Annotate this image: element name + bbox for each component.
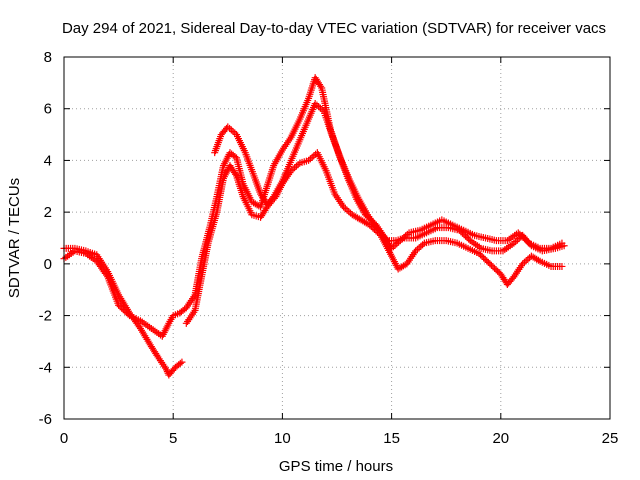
- data-point: [292, 162, 300, 170]
- data-point: [477, 251, 485, 259]
- data-point: [489, 263, 497, 271]
- data-point: [178, 358, 186, 366]
- data-point: [231, 170, 239, 178]
- data-point: [560, 242, 568, 250]
- data-point: [116, 303, 124, 311]
- data-point: [393, 240, 401, 248]
- data-point: [118, 304, 126, 312]
- data-point: [492, 266, 500, 274]
- x-tick-label: 5: [169, 430, 177, 447]
- data-point: [462, 232, 470, 240]
- data-point: [475, 250, 483, 258]
- data-point: [121, 307, 129, 315]
- data-point: [483, 257, 491, 265]
- y-tick-label: 2: [44, 204, 52, 221]
- data-point: [310, 152, 318, 160]
- data-point: [308, 153, 316, 161]
- y-tick-label: -2: [39, 308, 52, 325]
- data-point: [345, 208, 353, 216]
- data-point: [487, 261, 495, 269]
- data-point: [102, 271, 110, 279]
- chart-title: Day 294 of 2021, Sidereal Day-to-day VTE…: [62, 20, 606, 37]
- data-point: [391, 241, 399, 249]
- data-point: [229, 127, 237, 135]
- data-point: [317, 82, 325, 90]
- data-point: [484, 258, 492, 266]
- data-point: [478, 252, 486, 260]
- data-point: [522, 257, 530, 265]
- x-tick-label: 15: [383, 430, 400, 447]
- data-point: [135, 323, 143, 331]
- data-point: [460, 231, 468, 239]
- data-point: [119, 306, 127, 314]
- data-point: [494, 267, 502, 275]
- x-tick-label: 25: [602, 430, 619, 447]
- y-tick-label: 4: [44, 152, 52, 169]
- data-point: [227, 126, 235, 134]
- x-tick-label: 20: [492, 430, 509, 447]
- data-point: [415, 244, 423, 252]
- y-tick-label: 8: [44, 49, 52, 66]
- data-point: [176, 359, 184, 367]
- data-point: [526, 240, 534, 248]
- data-point: [514, 229, 522, 237]
- data-point: [382, 235, 390, 243]
- data-point: [122, 309, 130, 317]
- data-point: [417, 242, 425, 250]
- data-point: [163, 366, 171, 374]
- data-point: [124, 310, 132, 318]
- data-point: [486, 260, 494, 268]
- data-series: [60, 74, 568, 379]
- y-tick-label: 0: [44, 256, 52, 273]
- data-point: [481, 255, 489, 263]
- data-point: [226, 124, 234, 132]
- x-tick-label: 10: [274, 430, 291, 447]
- x-tick-label: 0: [60, 430, 68, 447]
- plot-frame: [63, 56, 611, 420]
- data-point: [153, 351, 161, 359]
- data-point: [558, 262, 566, 270]
- y-axis-label: SDTVAR / TECUs: [6, 178, 23, 298]
- series-3: [182, 149, 566, 327]
- x-axis-label: GPS time / hours: [279, 458, 393, 475]
- data-point: [455, 226, 463, 234]
- series-4: [211, 100, 568, 255]
- data-point: [480, 254, 488, 262]
- y-tick-label: -4: [39, 359, 52, 376]
- series-2: [60, 74, 566, 340]
- grid: [64, 57, 610, 419]
- y-tick-label: 6: [44, 101, 52, 118]
- data-point: [463, 234, 471, 242]
- axis-ticks: 0 5 10 15 20 25 -6 -4 -2 0 2 4 6 8: [39, 49, 619, 447]
- y-tick-label: -6: [39, 411, 52, 428]
- data-point: [457, 228, 465, 236]
- data-point: [115, 301, 123, 309]
- data-point: [458, 229, 466, 237]
- data-point: [491, 264, 499, 272]
- data-point: [291, 164, 299, 172]
